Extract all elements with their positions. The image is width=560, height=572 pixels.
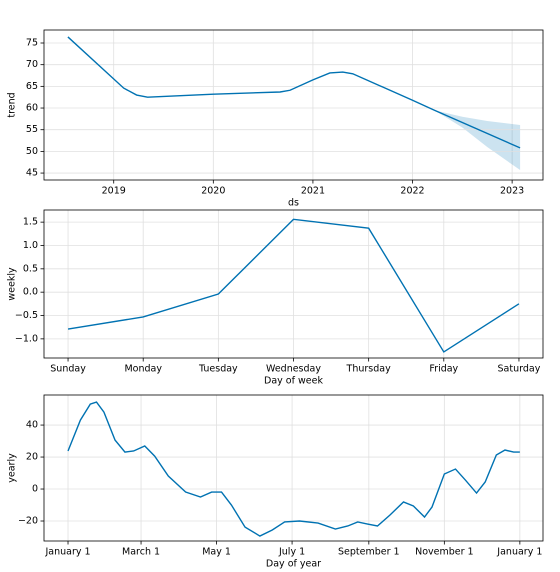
y-axis-label: weekly bbox=[7, 267, 18, 301]
y-tick-label: 1.0 bbox=[23, 240, 38, 251]
x-tick-label: Monday bbox=[124, 364, 162, 375]
y-tick-label: 55 bbox=[26, 124, 38, 135]
y-tick-label: −0.5 bbox=[15, 310, 38, 321]
line bbox=[67, 218, 520, 353]
y-axis-label: yearly bbox=[7, 453, 18, 483]
axes-frame bbox=[43, 29, 544, 181]
x-tick-label: November 1 bbox=[415, 547, 473, 558]
x-tick-label: September 1 bbox=[338, 547, 400, 558]
y-tick-label: 0.0 bbox=[23, 287, 38, 298]
x-axis-label: Day of week bbox=[264, 376, 323, 387]
y-tick-label: 60 bbox=[26, 103, 38, 114]
x-tick-label: 2021 bbox=[301, 186, 325, 197]
x-tick-label: Wednesday bbox=[266, 364, 321, 375]
y-tick-label: 75 bbox=[26, 38, 38, 49]
y-tick-label: −1.0 bbox=[15, 333, 38, 344]
y-tick-label: 50 bbox=[26, 146, 38, 157]
axes-frame bbox=[43, 209, 544, 359]
line bbox=[67, 36, 521, 149]
line bbox=[67, 401, 520, 537]
axes-frame bbox=[43, 394, 544, 542]
x-tick-label: Thursday bbox=[346, 364, 392, 375]
x-tick-label: 2022 bbox=[400, 186, 424, 197]
y-tick-label: 70 bbox=[26, 59, 38, 70]
y-axis-label: trend bbox=[7, 92, 18, 117]
x-tick-label: Sunday bbox=[50, 364, 86, 375]
x-tick-label: Friday bbox=[429, 364, 458, 375]
y-tick-label: 40 bbox=[26, 420, 38, 431]
x-axis-label: Day of year bbox=[266, 559, 321, 570]
x-tick-label: May 1 bbox=[202, 547, 231, 558]
y-tick-label: 1.5 bbox=[23, 217, 38, 228]
x-tick-label: 2019 bbox=[102, 186, 126, 197]
x-axis-label: ds bbox=[288, 198, 299, 209]
x-tick-label: 2020 bbox=[201, 186, 225, 197]
x-tick-label: Tuesday bbox=[198, 364, 238, 375]
x-tick-label: January 1 bbox=[496, 547, 542, 558]
x-tick-label: 2023 bbox=[500, 186, 524, 197]
y-tick-label: 0.5 bbox=[23, 263, 38, 274]
y-tick-label: 45 bbox=[26, 168, 38, 179]
x-tick-label: Saturday bbox=[498, 364, 541, 375]
y-tick-label: 20 bbox=[26, 452, 38, 463]
x-tick-label: March 1 bbox=[122, 547, 160, 558]
y-tick-label: −20 bbox=[18, 516, 38, 527]
y-tick-label: 65 bbox=[26, 81, 38, 92]
uncertainty-band bbox=[434, 110, 521, 171]
x-tick-label: July 1 bbox=[278, 547, 305, 558]
x-tick-label: January 1 bbox=[44, 547, 90, 558]
y-tick-label: 0 bbox=[32, 484, 38, 495]
